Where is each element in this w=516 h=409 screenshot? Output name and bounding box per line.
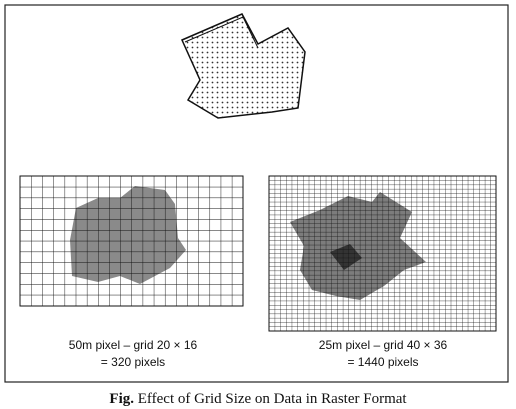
caption-line: 50m pixel – grid 20 × 16 bbox=[69, 338, 198, 352]
raster-fine bbox=[268, 175, 497, 332]
figure-label: Fig. bbox=[109, 391, 134, 407]
figure-caption: Fig. Effect of Grid Size on Data in Rast… bbox=[109, 391, 407, 407]
vector-polygon bbox=[181, 13, 306, 119]
frame bbox=[4, 4, 509, 383]
caption-line: = 320 pixels bbox=[101, 355, 165, 369]
raster-coarse bbox=[19, 175, 244, 307]
caption-line: = 1440 pixels bbox=[347, 355, 418, 369]
polygon-edge bbox=[184, 16, 259, 49]
caption-line: 25m pixel – grid 40 × 36 bbox=[319, 338, 448, 352]
figure-text: Effect of Grid Size on Data in Raster Fo… bbox=[138, 391, 408, 407]
